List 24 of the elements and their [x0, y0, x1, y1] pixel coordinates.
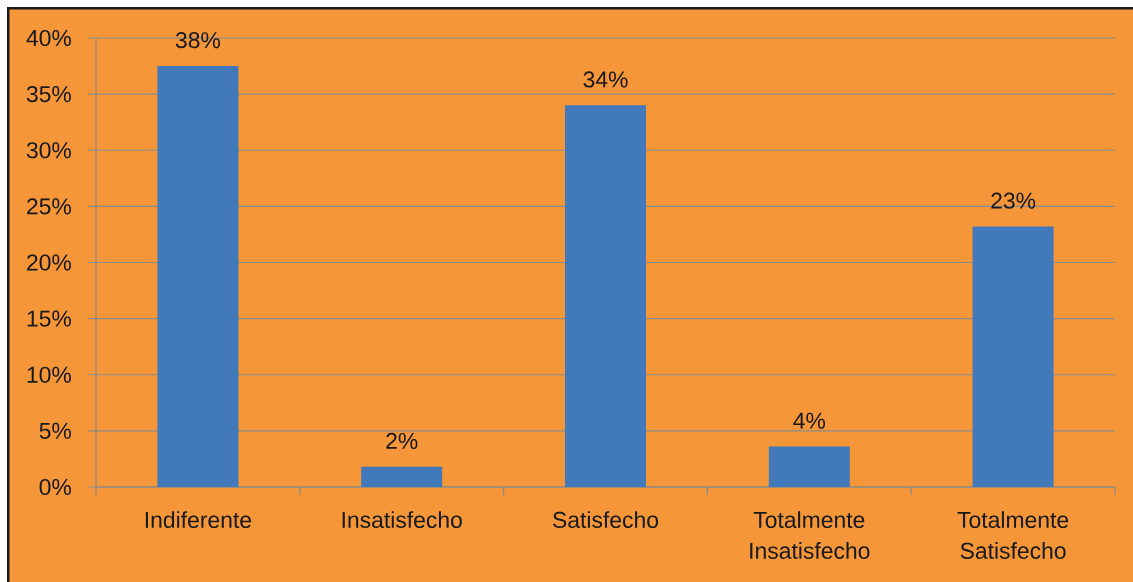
- bar: [157, 66, 239, 487]
- data-label: 4%: [793, 412, 826, 429]
- x-tick-label: Totalmente Satisfecho: [957, 511, 1069, 559]
- y-tick-label: 0%: [39, 478, 71, 496]
- x-tick-label: Totalmente Insatisfecho: [750, 511, 870, 559]
- x-tick-label: Satisfecho: [553, 511, 659, 529]
- y-tick-label: 5%: [39, 422, 71, 439]
- y-tick-label: 15%: [27, 310, 71, 327]
- data-label: 34%: [583, 71, 628, 88]
- y-tick-label: 25%: [27, 198, 71, 215]
- data-label: 38%: [175, 32, 221, 49]
- x-tick-label: Indiferente: [145, 511, 252, 529]
- bar: [972, 226, 1054, 487]
- bar: [768, 446, 850, 487]
- data-label: 23%: [991, 192, 1036, 209]
- x-tick-label: Insatisfecho: [342, 511, 462, 529]
- y-tick-label: 35%: [26, 86, 71, 103]
- data-label: 2%: [386, 432, 418, 449]
- bar: [361, 466, 443, 487]
- bar: [564, 105, 646, 487]
- y-tick-label: 20%: [27, 254, 71, 271]
- y-tick-label: 30%: [26, 142, 71, 159]
- y-tick-label: 40%: [26, 29, 71, 47]
- y-tick-label: 10%: [27, 366, 71, 383]
